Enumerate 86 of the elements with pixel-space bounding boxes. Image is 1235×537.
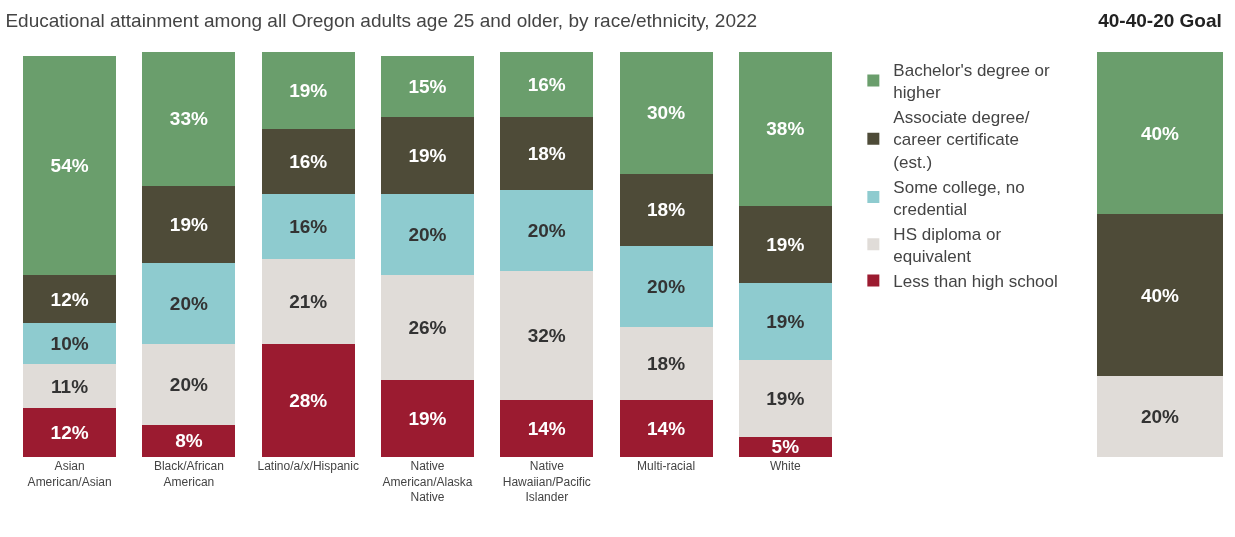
data-label: 21% — [289, 290, 328, 312]
x-tick-label: Latino/a/x/Hispanic — [257, 459, 359, 473]
data-label: 16% — [527, 73, 566, 95]
chart-title: 40-40-20 Goal — [1098, 9, 1222, 31]
bar — [142, 185, 236, 263]
bar — [619, 400, 713, 457]
data-label: 19% — [766, 310, 805, 332]
data-label: 20% — [169, 373, 208, 395]
bar — [500, 52, 594, 117]
chart-title: Educational attainment among all Oregon adults age 25 and older, by race/ethnicity, 2022 — [5, 9, 758, 31]
legend-label: Bachelor's degree or higher — [893, 61, 1051, 103]
x-tick-label: Asian American/Asian — [27, 459, 112, 489]
data-label: 20% — [169, 292, 208, 314]
bar — [500, 400, 594, 457]
data-label: 8% — [175, 430, 203, 452]
data-label: 16% — [289, 150, 328, 172]
bar — [738, 205, 832, 283]
data-label: 30% — [647, 102, 686, 124]
bar — [23, 408, 117, 457]
bar — [23, 323, 117, 364]
bar — [380, 193, 475, 275]
data-label: 18% — [647, 353, 686, 375]
bar — [142, 262, 236, 344]
bar — [619, 52, 713, 174]
bar — [261, 193, 355, 259]
bar — [261, 52, 355, 129]
data-label: 19% — [766, 233, 805, 255]
data-label: 20% — [527, 219, 566, 241]
data-label: 40% — [1140, 122, 1180, 144]
data-label: 33% — [169, 108, 208, 130]
bar — [261, 128, 355, 194]
data-label: 18% — [527, 142, 566, 164]
data-label: 11% — [51, 375, 89, 397]
bar — [738, 282, 832, 360]
bar — [380, 116, 475, 194]
legend-label: Associate degree/ career certificate (est.) — [893, 108, 1030, 172]
x-tick-label: Native American/Alaska Native — [382, 459, 473, 505]
data-label: 19% — [169, 213, 208, 235]
bar — [23, 363, 117, 409]
bar — [23, 56, 117, 275]
legend-label: Some college, no credential — [893, 177, 1025, 219]
data-label: 20% — [647, 276, 686, 298]
bar — [23, 274, 117, 324]
data-label: 18% — [647, 199, 686, 221]
bar — [500, 189, 594, 271]
x-tick-label: Native Hawaiian/Pacific Islander — [502, 459, 591, 505]
bar — [142, 343, 236, 425]
data-label: 10% — [50, 333, 89, 355]
data-label: 14% — [647, 418, 686, 440]
bar — [380, 274, 475, 381]
data-label: 19% — [289, 79, 328, 101]
data-label: 20% — [408, 223, 447, 245]
data-label: 15% — [408, 75, 447, 97]
bar — [142, 52, 236, 186]
data-label: 16% — [289, 215, 328, 237]
bar — [380, 380, 475, 457]
bar — [500, 270, 594, 401]
bar — [142, 424, 236, 457]
bar — [500, 116, 594, 190]
data-label: 54% — [50, 154, 89, 176]
data-label: 19% — [408, 144, 447, 166]
bar — [380, 56, 475, 117]
bar — [738, 359, 832, 437]
data-label: 26% — [408, 316, 447, 338]
data-label: 12% — [50, 422, 89, 444]
data-label: 28% — [289, 389, 328, 411]
data-label: 19% — [408, 408, 447, 430]
bar — [261, 343, 355, 457]
data-label: 32% — [527, 325, 566, 346]
x-tick-label: Multi-racial — [637, 459, 696, 473]
bar — [619, 246, 713, 328]
data-label: 12% — [50, 288, 89, 310]
data-label: 5% — [771, 436, 800, 458]
bar — [261, 258, 355, 344]
data-label: 20% — [1140, 406, 1180, 427]
bar — [619, 173, 713, 247]
data-label: 19% — [766, 387, 805, 409]
legend-label: Less than high school — [893, 272, 1058, 292]
legend-label: HS diploma or equivalent — [893, 224, 1002, 266]
data-label: 14% — [527, 418, 566, 440]
x-tick-label: Black/African American — [153, 459, 224, 489]
x-tick-label: White — [770, 459, 802, 473]
data-label: 38% — [766, 118, 805, 140]
data-label: 40% — [1140, 284, 1180, 306]
bar — [738, 52, 832, 206]
bar — [619, 327, 713, 401]
